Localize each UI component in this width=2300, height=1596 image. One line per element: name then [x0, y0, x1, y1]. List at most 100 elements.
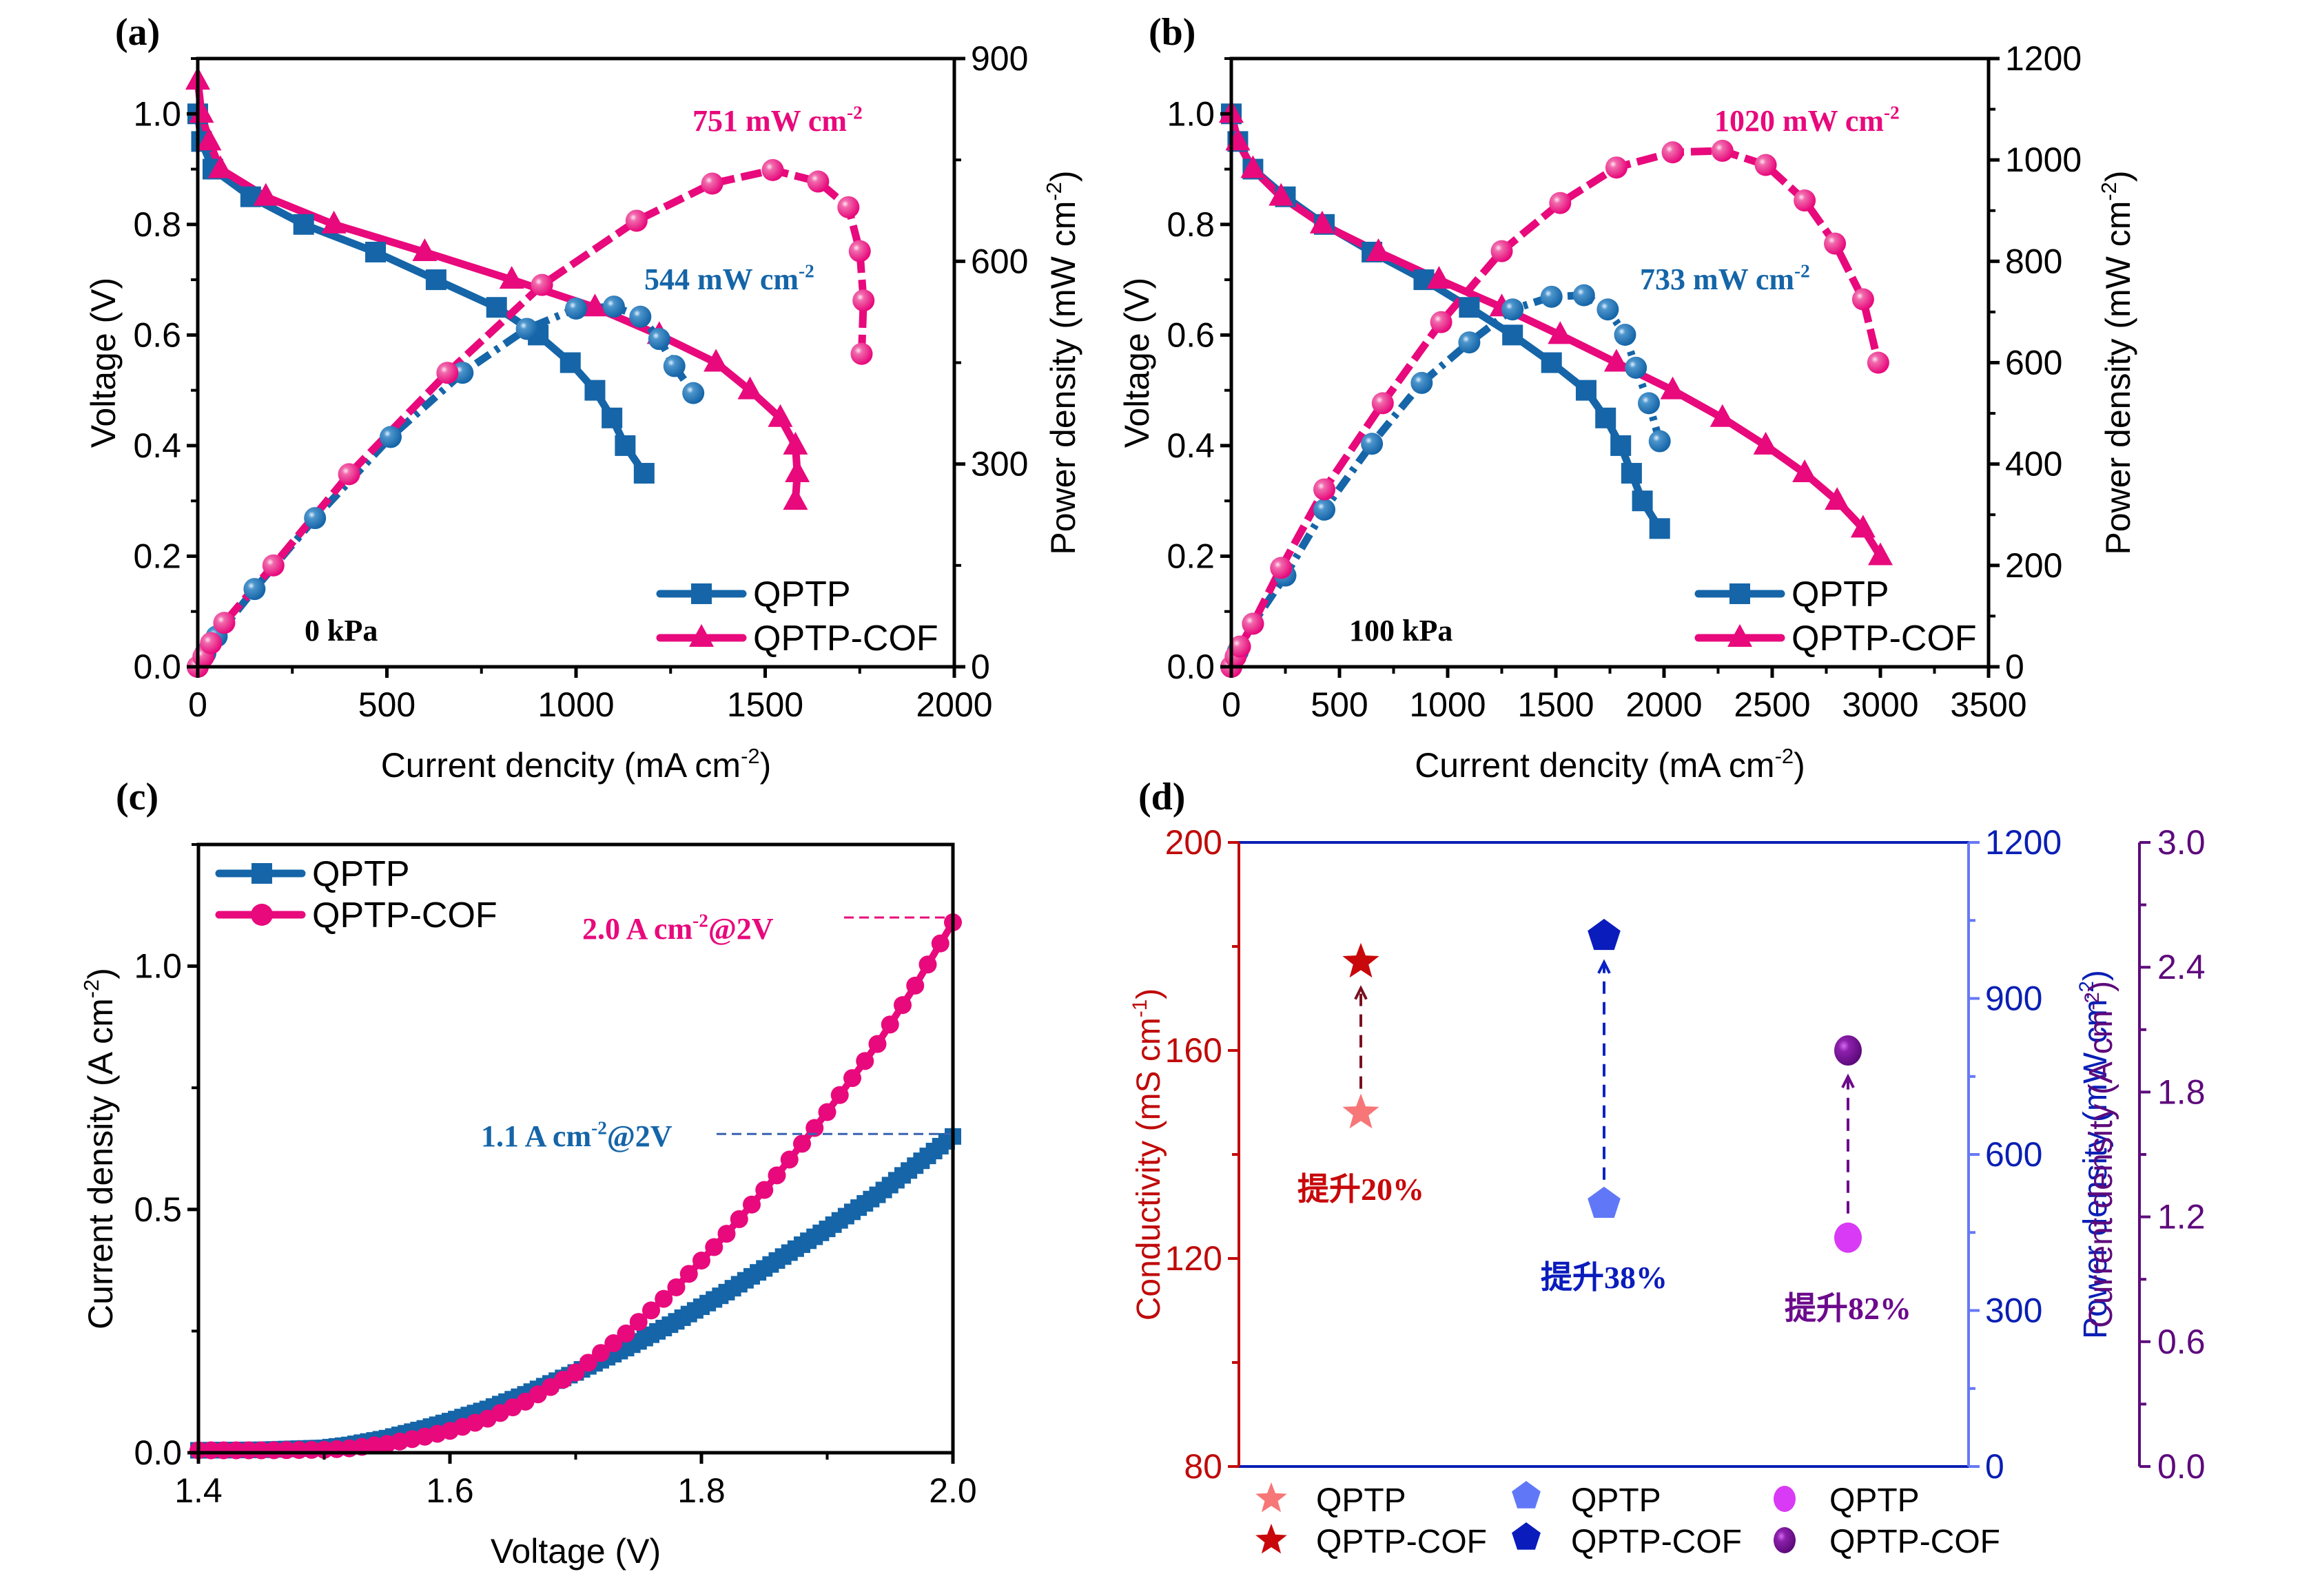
y2-tick-label: 200: [2005, 546, 2062, 585]
arrow-head-icon: [1597, 959, 1611, 974]
data-point-qptp-power: [1638, 392, 1661, 415]
data-point-qptp-cof-power: [1549, 191, 1572, 214]
data-point-qptp-cof-voltage: [783, 431, 808, 455]
data-point-qptp-power: [1361, 433, 1384, 455]
data-point-qptp-cof: [240, 1441, 258, 1460]
panel-d: (d) 80 120 160 200 0 300 600 900 1200 0.0 0.6 1.2 1.8…: [1129, 776, 2206, 1560]
x-tick-label: 1500: [727, 685, 803, 724]
x-tick-label: 0: [1222, 685, 1241, 724]
data-point-qptp-voltage: [1575, 380, 1596, 401]
current-annotation-qptp: 1.1 A cm-2@2V: [481, 1117, 672, 1153]
legend-label: QPTP: [1829, 1482, 1920, 1519]
panel-b: (b)0 500 1000 1500 2000 2500 3000 35000.00.20.4…: [1118, 11, 2137, 785]
data-point-qptp-cof: [227, 1441, 245, 1460]
data-point-qptp-voltage: [1632, 490, 1653, 512]
legend-marker-sphere-qptp-cof: [1774, 1527, 1796, 1553]
data-point-qptp-cof-voltage: [1753, 431, 1778, 455]
y2-tick-label: 600: [1985, 1135, 2042, 1174]
data-point-qptp-power: [1614, 324, 1636, 346]
data-point-qptp-power: [1313, 498, 1336, 521]
data-point-qptp-cof: [805, 1119, 824, 1137]
data-point-qptp-cof-voltage: [1660, 376, 1685, 400]
data-point-qptp-cof-power: [200, 632, 223, 654]
data-point-qptp-cof: [692, 1251, 710, 1269]
data-point-qptp-cof: [667, 1278, 686, 1296]
data-point-qptp-cof: [894, 996, 912, 1015]
data-point-qptp-power: [1596, 298, 1619, 321]
data-point-qptp-cof-power: [1794, 189, 1816, 212]
data-point-qptp-cof-voltage: [1868, 542, 1893, 566]
data-point-qptp-voltage: [1649, 518, 1670, 539]
data-point-qptp-cof: [679, 1265, 698, 1283]
y2-tick-label: 1200: [1985, 823, 2062, 862]
data-point-qptp-cof-power: [1588, 918, 1621, 951]
panel-label: (a): [115, 11, 160, 54]
y2-tick-label: 900: [971, 39, 1028, 78]
x-tick-label: 1000: [537, 685, 614, 724]
data-point-qptp-power: [602, 296, 625, 318]
data-point-qptp-cof: [705, 1238, 723, 1256]
data-point-qptp-cof-voltage: [1309, 210, 1335, 234]
data-point-qptp-power: [663, 355, 686, 377]
data-point-qptp-voltage: [1502, 324, 1523, 346]
x-tick-label: 3500: [1950, 685, 2026, 724]
y1-tick-label: 120: [1165, 1239, 1222, 1278]
data-point-qptp-cof-power: [850, 342, 873, 365]
data-point-qptp-power: [1501, 298, 1524, 321]
data-point-qptp-cof: [793, 1134, 811, 1153]
data-point-qptp-power: [629, 305, 652, 328]
y-tick-label: 0.8: [1167, 205, 1215, 244]
x-tick-label: 500: [1311, 685, 1368, 724]
data-point-qptp-cof-power: [1824, 232, 1847, 255]
panel-label: (d): [1138, 776, 1185, 818]
y-axis-title: Voltage (V): [84, 278, 123, 448]
data-point-qptp-cof: [918, 955, 937, 974]
x-tick-label: 2500: [1734, 685, 1810, 724]
y-tick-label: 0.2: [133, 537, 181, 575]
data-point-qptp-current: [1834, 1222, 1862, 1253]
data-point-qptp-power: [379, 426, 402, 448]
peak-power-annotation-qptp-cof: 1020 mW cm-2: [1714, 102, 1900, 138]
data-point-qptp-power: [1648, 430, 1671, 453]
data-point-qptp-cof-power: [1867, 351, 1889, 374]
data-point-qptp-power: [1458, 331, 1481, 354]
legend-marker-qptp: [1729, 583, 1750, 604]
x-tick-label: 1.6: [426, 1471, 474, 1510]
data-point-qptp-cof: [780, 1150, 799, 1169]
data-point-qptp-cof-power: [213, 612, 236, 634]
data-point-qptp-cof: [755, 1181, 774, 1199]
data-point-qptp-cof-voltage: [768, 404, 793, 427]
data-point-qptp-cof-voltage: [499, 266, 524, 289]
data-point-qptp-cof-voltage: [1792, 459, 1818, 483]
data-point-qptp-voltage: [615, 435, 636, 456]
data-point-qptp-cof-power: [1270, 557, 1293, 579]
data-point-qptp-cof: [617, 1324, 635, 1343]
x-tick-label: 2000: [916, 685, 992, 724]
data-point-qptp-cof: [290, 1441, 308, 1460]
data-point-qptp-voltage: [584, 380, 606, 401]
legend-marker-qptp-cof: [251, 904, 273, 926]
data-point-qptp-power: [565, 298, 587, 320]
data-point-qptp-cof-voltage: [1548, 321, 1573, 344]
x-tick-label: 1500: [1517, 685, 1594, 724]
data-point-qptp-cof-power: [625, 209, 648, 232]
data-point-qptp-cof-voltage: [1709, 404, 1735, 427]
y3-tick-label: 1.2: [2157, 1198, 2206, 1236]
data-point-qptp-cof-voltage: [189, 100, 214, 123]
data-point-qptp-cof: [214, 1441, 233, 1460]
y2-tick-label: 0: [1985, 1447, 2004, 1486]
legend-label-qptp: QPTP: [753, 574, 851, 614]
data-point-qptp-cof: [818, 1103, 836, 1121]
y1-axis-title: Conductivity (mS cm-1): [1129, 988, 1167, 1321]
data-point-qptp-cof-power: [1754, 154, 1777, 176]
data-point-qptp-cof-voltage: [1426, 266, 1452, 289]
x-tick-label: 0: [188, 685, 207, 724]
improvement-label: 提升38%: [1541, 1260, 1667, 1295]
panel-label: (c): [116, 776, 158, 818]
data-point-qptp-power: [1410, 371, 1433, 394]
data-point-qptp-voltage: [1595, 407, 1616, 428]
y2-axis-title: Power density (mW cm-2): [2075, 970, 2114, 1339]
data-point-qptp-cof-voltage: [321, 210, 347, 234]
data-point-qptp-voltage: [1541, 352, 1562, 373]
data-point-qptp-cof-power: [1490, 240, 1513, 262]
